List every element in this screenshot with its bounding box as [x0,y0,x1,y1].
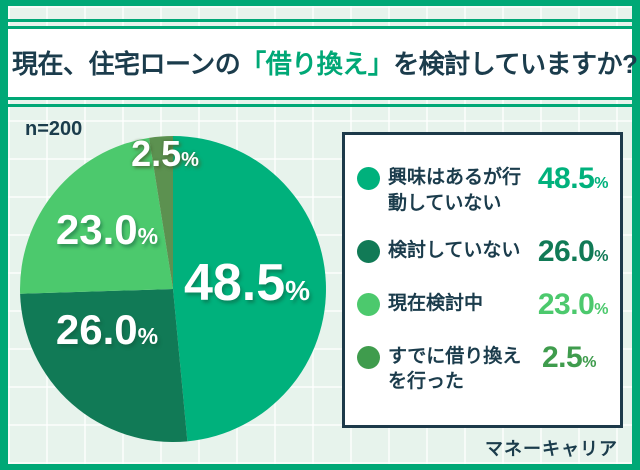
legend-row-1: 興味はあるが行動していない 48.5% [357,161,609,216]
legend-bullet-icon [357,292,380,316]
legend-panel: 興味はあるが行動していない 48.5% 検討していない 26.0% 現在検討中 … [342,132,623,428]
legend-value: 48.5% [537,161,609,195]
legend-value: 23.0% [537,287,609,321]
legend-bullet-icon [357,345,380,369]
pie-slice-3 [20,137,174,294]
title-text-post: を検討していますか? [393,49,638,79]
legend-row-2: 検討していない 26.0% [357,235,609,269]
legend-value: 26.0% [537,235,609,269]
legend-row-3: 現在検討中 23.0% [357,287,609,322]
percent-sign: % [181,149,199,171]
pie-slice-4 [149,136,173,289]
legend-row-4: すでに借り換えを行った 2.5% [357,340,608,395]
percent-sign: % [285,275,311,306]
percent-sign: % [137,323,159,349]
pie-value-label-2: 26.0% [55,306,159,353]
legend-label: 現在検討中 [388,292,484,314]
legend-label: 興味はあるが行動していない [388,166,522,214]
legend-bullet-icon [357,166,380,190]
sample-size-label: n=200 [25,118,83,140]
pie-value-label-4: 2.5% [131,133,199,174]
page-title: 現在、住宅ローンの「借り換え」を検討していますか? [12,44,638,81]
title-text-pre: 現在、住宅ローンの [12,49,241,79]
legend-label: すでに借り換えを行った [388,345,522,393]
pie-value-label-3: 23.0% [55,206,159,253]
percent-sign: % [137,223,159,249]
brand-logo-text: マネーキャリア [485,439,618,459]
title-band: 現在、住宅ローンの「借り換え」を検討していますか? [8,26,638,100]
pie-slice-1 [173,136,326,442]
legend-bullet-icon [357,240,380,264]
title-band-outer-rules: 現在、住宅ローンの「借り換え」を検討していますか? [8,19,638,107]
legend-label: 検討していない [388,240,521,262]
legend-value: 2.5% [542,340,596,374]
pie-chart [20,136,326,442]
pie-slice-2 [20,289,188,442]
title-text-highlight: 「借り換え」 [240,49,394,79]
pie-value-label-1: 48.5% [183,254,311,312]
